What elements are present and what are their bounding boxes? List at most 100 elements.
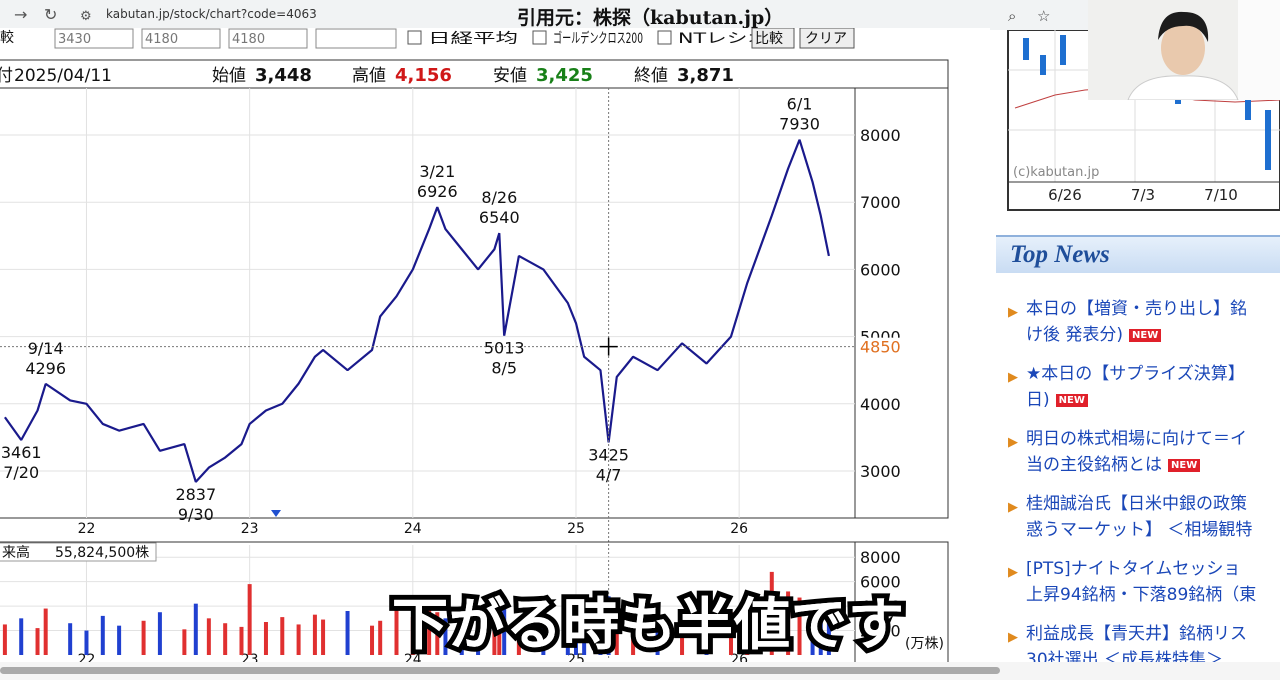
price-input xyxy=(54,28,134,49)
annotation-value: 3461 xyxy=(1,443,42,462)
quote-close-label: 終値 xyxy=(634,66,668,86)
x-tick-label: 26 xyxy=(730,521,748,537)
quote-low-label: 安値 xyxy=(493,66,527,86)
news-item[interactable]: ▶ ★本日の【サプライズ決算】 日) NEW xyxy=(1008,361,1245,413)
bullet: ▶ xyxy=(1008,305,1018,320)
clear-button-label: クリア xyxy=(805,31,847,47)
volume-bar xyxy=(263,622,268,655)
quote-header xyxy=(0,59,949,89)
news-text: 上昇94銘柄・下落89銘柄（東 xyxy=(1026,585,1257,605)
news-line: 上昇94銘柄・下落89銘柄（東 xyxy=(1026,582,1256,608)
news-line: 日) NEW xyxy=(1026,387,1245,413)
crosshair-label: 4850 xyxy=(860,338,901,357)
volume-bar xyxy=(728,612,733,655)
volume-bar xyxy=(497,623,502,655)
news-line: [PTS]ナイトタイムセッショ xyxy=(1026,556,1256,582)
news-text: 桂畑誠治氏【日米中銀の政策 xyxy=(1026,494,1247,514)
url[interactable]: kabutan.jp/stock/chart?code=4063 xyxy=(106,7,317,21)
volume-bar xyxy=(35,628,40,655)
news-text: け後 発表分) xyxy=(1026,325,1124,345)
volume-bar xyxy=(516,619,521,655)
bullet: ▶ xyxy=(1008,630,1018,645)
volume-bar xyxy=(247,584,252,655)
volume-bar xyxy=(573,620,578,655)
news-line: 利益成長【青天井】銘柄リス xyxy=(1026,621,1247,647)
volume-bar xyxy=(502,608,507,655)
svg-text:⌕: ⌕ xyxy=(1008,7,1016,25)
quote-date: 2025/04/11 xyxy=(14,66,112,86)
news-item[interactable]: ▶ 明日の株式相場に向けて＝イ 当の主役銘柄とは NEW xyxy=(1008,426,1247,478)
x-tick-label: 24 xyxy=(404,521,422,537)
annotation-value: 4296 xyxy=(25,359,66,378)
quote-high-label: 高値 xyxy=(352,66,386,86)
form-label: 比較 xyxy=(0,30,14,46)
news-text: 本日の【増資・売り出し】銘 xyxy=(1026,299,1247,319)
volume-bar xyxy=(655,615,660,655)
annotation-value: 3425 xyxy=(588,445,629,464)
volume-total: 55,824,500株 xyxy=(55,545,149,561)
annotation-value: 6540 xyxy=(479,208,520,227)
volume-bar xyxy=(68,623,73,655)
volume-bar xyxy=(606,596,611,655)
y-tick-label: 4000 xyxy=(860,395,901,414)
annotation-date: 3/21 xyxy=(419,162,455,181)
news-title: Top News xyxy=(1010,241,1110,268)
scrollbar[interactable] xyxy=(0,662,1280,680)
thumb-x-label: 7/3 xyxy=(1131,186,1155,204)
check-label: NTレシオ xyxy=(678,31,768,47)
volume-tick-label: 4000 xyxy=(860,597,901,616)
news-text: 当の主役銘柄とは xyxy=(1026,455,1162,475)
svg-text:↻: ↻ xyxy=(44,5,57,24)
volume-bar xyxy=(345,611,350,655)
annotation-date: 9/30 xyxy=(178,505,214,524)
volume-bar xyxy=(704,619,709,655)
y-tick-label: 6000 xyxy=(860,260,901,279)
volume-bar xyxy=(476,614,481,655)
price-panel xyxy=(0,87,949,519)
volume-panel xyxy=(0,541,949,680)
volume-bar xyxy=(19,618,24,655)
volume-bar xyxy=(598,606,603,655)
toolbar-icons: ⌕ ☆ xyxy=(1008,7,1050,25)
volume-bar xyxy=(826,618,831,655)
volume-bar xyxy=(459,622,464,655)
bullet: ▶ xyxy=(1008,435,1018,450)
price-line xyxy=(4,139,830,483)
input-value: 3430 xyxy=(58,32,91,47)
quote-open: 3,448 xyxy=(255,65,312,86)
webcam xyxy=(1088,0,1280,100)
news-header: Top News xyxy=(996,235,1280,273)
annotation-date: 4/7 xyxy=(596,465,622,484)
news-item[interactable]: ▶ 本日の【増資・売り出し】銘 け後 発表分) NEW xyxy=(1008,296,1247,348)
volume-bar xyxy=(810,607,815,655)
news-line: 桂畑誠治氏【日米中銀の政策 xyxy=(1026,491,1252,517)
checkbox xyxy=(407,30,422,45)
news-line: 惑うマーケット】 ＜相場観特 xyxy=(1026,517,1252,543)
volume-bar xyxy=(312,614,317,655)
bullet: ▶ xyxy=(1008,500,1018,515)
svg-text:⚙: ⚙ xyxy=(80,9,92,24)
annotation-date: 9/14 xyxy=(28,339,64,358)
quote-low: 3,425 xyxy=(536,65,593,86)
volume-unit: (万株) xyxy=(905,636,944,652)
caption-outline: 下がる時も半値です xyxy=(387,588,909,663)
volume-bar xyxy=(117,625,122,655)
news-line: ★本日の【サプライズ決算】 xyxy=(1026,361,1245,387)
marker xyxy=(271,510,281,517)
news-item[interactable]: ▶ [PTS]ナイトタイムセッショ 上昇94銘柄・下落89銘柄（東 xyxy=(1008,556,1256,608)
annotation-value: 5013 xyxy=(484,339,525,358)
new-badge: NEW xyxy=(1129,328,1162,342)
new-badge: NEW xyxy=(1168,458,1201,472)
checkbox xyxy=(657,30,672,45)
input-value: 4180 xyxy=(232,32,265,47)
volume-bar xyxy=(182,629,187,655)
volume-bar xyxy=(394,607,399,655)
svg-text:☆: ☆ xyxy=(1037,7,1050,25)
volume-bar xyxy=(769,571,774,655)
news-text: 日) xyxy=(1026,390,1050,410)
clear-button xyxy=(799,28,855,49)
input-value: 4180 xyxy=(145,32,178,47)
news-item[interactable]: ▶ 桂畑誠治氏【日米中銀の政策惑うマーケット】 ＜相場観特 xyxy=(1008,491,1252,543)
volume-bar xyxy=(410,617,415,655)
volume-label-bg xyxy=(0,542,157,562)
